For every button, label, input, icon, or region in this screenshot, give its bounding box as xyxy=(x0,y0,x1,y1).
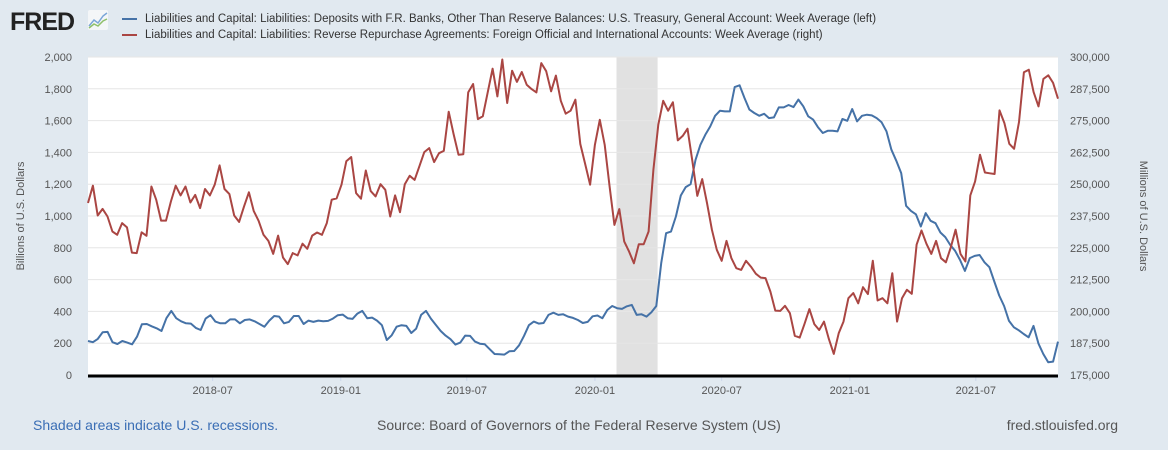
x-tick-label: 2021-07 xyxy=(956,385,996,397)
site-link[interactable]: fred.stlouisfed.org xyxy=(1006,417,1118,433)
y-right-tick-label: 225,000 xyxy=(1070,243,1110,255)
x-tick-label: 2021-01 xyxy=(830,385,870,397)
legend-item-reverse-repo-foreign[interactable]: Liabilities and Capital: Liabilities: Re… xyxy=(122,27,876,43)
chart-legend: Liabilities and Capital: Liabilities: De… xyxy=(122,11,876,43)
y-right-tick-label: 287,500 xyxy=(1070,84,1110,96)
y-right-tick-label: 237,500 xyxy=(1070,211,1110,223)
legend-label: Liabilities and Capital: Liabilities: De… xyxy=(145,13,877,25)
series-line-treasury-general-account xyxy=(87,84,1059,364)
y-right-tick-label: 175,000 xyxy=(1070,370,1110,382)
legend-label: Liabilities and Capital: Liabilities: Re… xyxy=(145,29,823,41)
legend-item-treasury-general-account[interactable]: Liabilities and Capital: Liabilities: De… xyxy=(122,11,876,27)
y-left-tick-label: 1,000 xyxy=(44,211,72,223)
series-line-reverse-repo-foreign xyxy=(87,58,1059,355)
legend-swatch-blue xyxy=(122,18,137,20)
y-right-tick-label: 275,000 xyxy=(1070,116,1110,128)
x-tick-label: 2019-07 xyxy=(447,385,487,397)
y-left-tick-label: 800 xyxy=(54,243,72,255)
fred-logo[interactable]: FRED xyxy=(10,8,75,36)
x-tick-label: 2020-01 xyxy=(575,385,615,397)
y-left-tick-label: 600 xyxy=(54,275,72,287)
y-left-tick-label: 400 xyxy=(54,306,72,318)
source-note: Source: Board of Governors of the Federa… xyxy=(377,417,781,433)
y-left-tick-label: 1,400 xyxy=(44,147,72,159)
x-tick-label: 2018-07 xyxy=(192,385,232,397)
y-right-tick-label: 262,500 xyxy=(1070,147,1110,159)
y-left-tick-label: 1,600 xyxy=(44,116,72,128)
y-right-tick-label: 187,500 xyxy=(1070,338,1110,350)
y-right-axis-title: Millions of U.S. Dollars xyxy=(1137,161,1149,272)
x-tick-label: 2020-07 xyxy=(701,385,741,397)
y-right-tick-label: 300,000 xyxy=(1070,52,1110,64)
y-left-tick-label: 1,200 xyxy=(44,179,72,191)
fred-chart-logo-icon xyxy=(88,10,108,30)
x-tick-label: 2019-01 xyxy=(321,385,361,397)
y-left-tick-label: 1,800 xyxy=(44,84,72,96)
y-right-tick-label: 212,500 xyxy=(1070,275,1110,287)
y-left-tick-label: 2,000 xyxy=(44,52,72,64)
y-left-axis-title: Billions of U.S. Dollars xyxy=(15,161,27,270)
legend-swatch-red xyxy=(122,34,137,36)
y-left-tick-label: 0 xyxy=(66,370,72,382)
recession-note: Shaded areas indicate U.S. recessions. xyxy=(33,417,279,433)
y-left-tick-label: 200 xyxy=(54,338,72,350)
y-right-tick-label: 250,000 xyxy=(1070,179,1110,191)
y-right-tick-label: 200,000 xyxy=(1070,306,1110,318)
